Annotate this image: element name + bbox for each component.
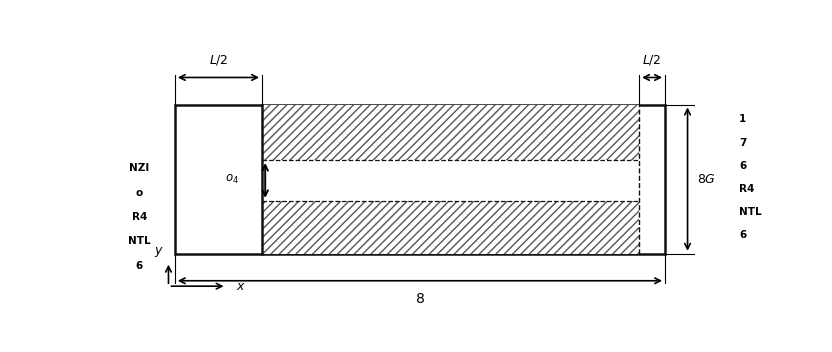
Text: $8G$: $8G$ — [697, 172, 716, 186]
Text: $x$: $x$ — [236, 280, 246, 293]
Text: NZI: NZI — [129, 163, 150, 173]
Text: $L/2$: $L/2$ — [642, 53, 661, 67]
Text: $L/2$: $L/2$ — [209, 53, 228, 67]
Text: 6: 6 — [136, 261, 143, 271]
Text: 7: 7 — [739, 138, 746, 147]
Text: NTL: NTL — [739, 207, 762, 216]
Bar — [262, 201, 639, 254]
Text: 6: 6 — [739, 161, 746, 171]
Text: $o_4$: $o_4$ — [225, 172, 240, 186]
Bar — [175, 105, 665, 254]
Text: R4: R4 — [739, 184, 755, 194]
Text: $8$: $8$ — [415, 291, 425, 306]
Text: 1: 1 — [739, 114, 746, 125]
Text: 6: 6 — [739, 230, 746, 240]
Bar — [262, 160, 639, 201]
Text: o: o — [136, 188, 143, 198]
Text: $y$: $y$ — [154, 245, 164, 259]
Bar — [262, 105, 639, 160]
Text: NTL: NTL — [128, 237, 151, 246]
Text: R4: R4 — [131, 212, 147, 222]
